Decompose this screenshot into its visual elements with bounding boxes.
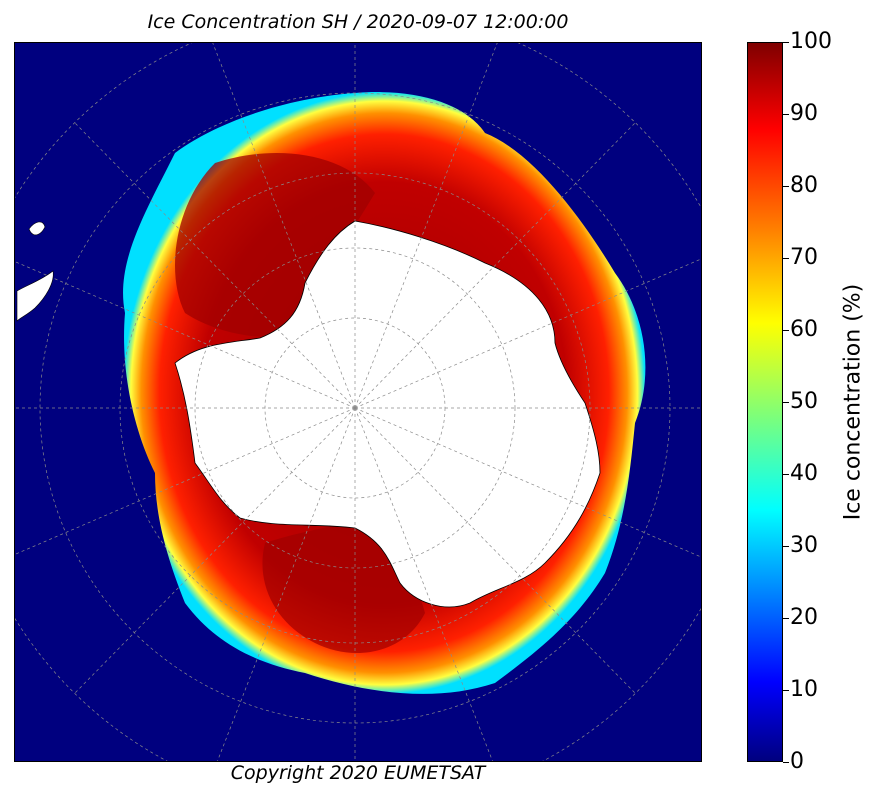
antarctica-landmass	[174, 220, 601, 608]
colorbar-tick-mark	[783, 42, 789, 43]
colorbar-tick-mark	[783, 690, 789, 691]
polar-stereographic-map	[15, 43, 701, 761]
dense-pack-ice-south	[262, 523, 425, 653]
colorbar-tick-mark	[783, 330, 789, 331]
colorbar-tick-mark	[783, 474, 789, 475]
colorbar-tick-mark	[783, 186, 789, 187]
dense-pack-ice	[175, 153, 375, 337]
south-america-tip	[16, 270, 54, 322]
colorbar-tick-label: 90	[790, 101, 818, 126]
colorbar-tick-label: 0	[790, 749, 804, 774]
colorbar-tick-mark	[783, 258, 789, 259]
ice-concentration-map[interactable]	[14, 42, 702, 762]
graticule	[15, 43, 701, 761]
colorbar-tick-mark	[783, 114, 789, 115]
colorbar	[747, 42, 783, 762]
colorbar-tick-mark	[783, 402, 789, 403]
colorbar-tick-mark	[783, 618, 789, 619]
colorbar-tick-label: 50	[790, 389, 818, 414]
colorbar-tick-label: 10	[790, 677, 818, 702]
colorbar-tick-mark	[783, 762, 789, 763]
island	[28, 221, 46, 236]
colorbar-tick-label: 60	[790, 317, 818, 342]
map-title: Ice Concentration SH / 2020-09-07 12:00:…	[147, 11, 569, 33]
copyright-text: Copyright 2020 EUMETSAT	[230, 762, 486, 784]
colorbar-tick-label: 20	[790, 605, 818, 630]
colorbar-tick-label: 100	[790, 29, 832, 54]
colorbar-label: Ice concentration (%)	[840, 283, 866, 521]
colorbar-tick-label: 80	[790, 173, 818, 198]
colorbar-tick-label: 40	[790, 461, 818, 486]
colorbar-tick-mark	[783, 546, 789, 547]
colorbar-tick-label: 70	[790, 245, 818, 270]
colorbar-tick-label: 30	[790, 533, 818, 558]
